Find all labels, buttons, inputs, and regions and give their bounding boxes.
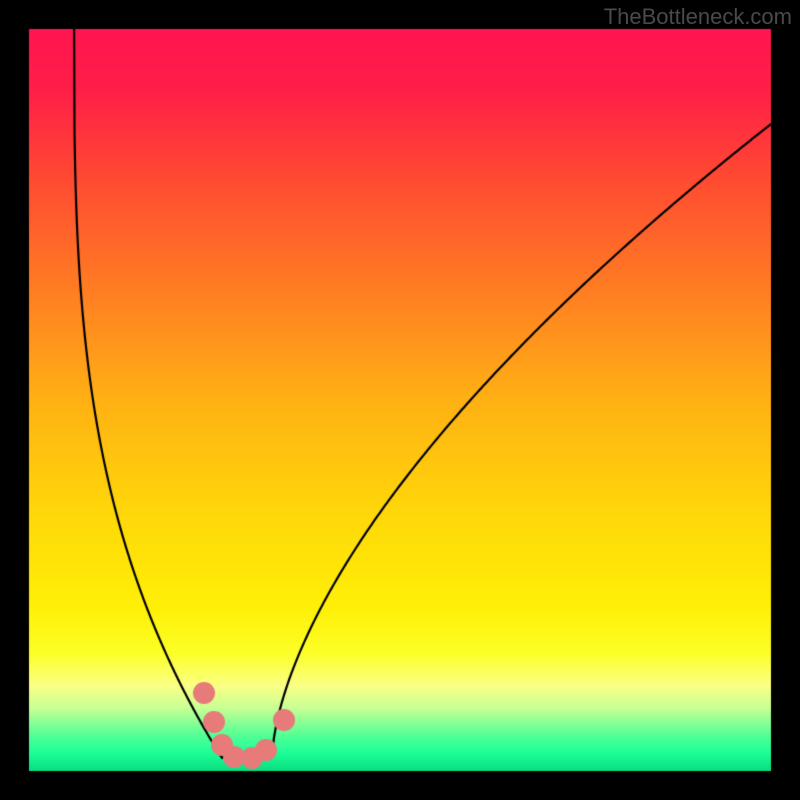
watermark-text: TheBottleneck.com bbox=[604, 4, 792, 30]
bottleneck-curve-chart bbox=[0, 0, 800, 800]
chart-container: TheBottleneck.com bbox=[0, 0, 800, 800]
